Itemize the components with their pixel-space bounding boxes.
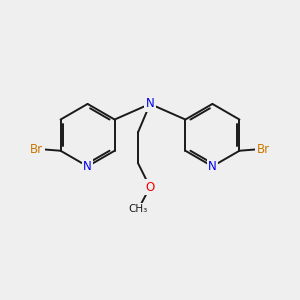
Text: N: N <box>83 160 92 173</box>
Text: Br: Br <box>30 143 43 156</box>
Text: N: N <box>208 160 217 173</box>
Text: O: O <box>146 181 154 194</box>
Text: Br: Br <box>257 143 270 156</box>
Text: N: N <box>146 98 154 110</box>
Text: CH₃: CH₃ <box>128 204 148 214</box>
